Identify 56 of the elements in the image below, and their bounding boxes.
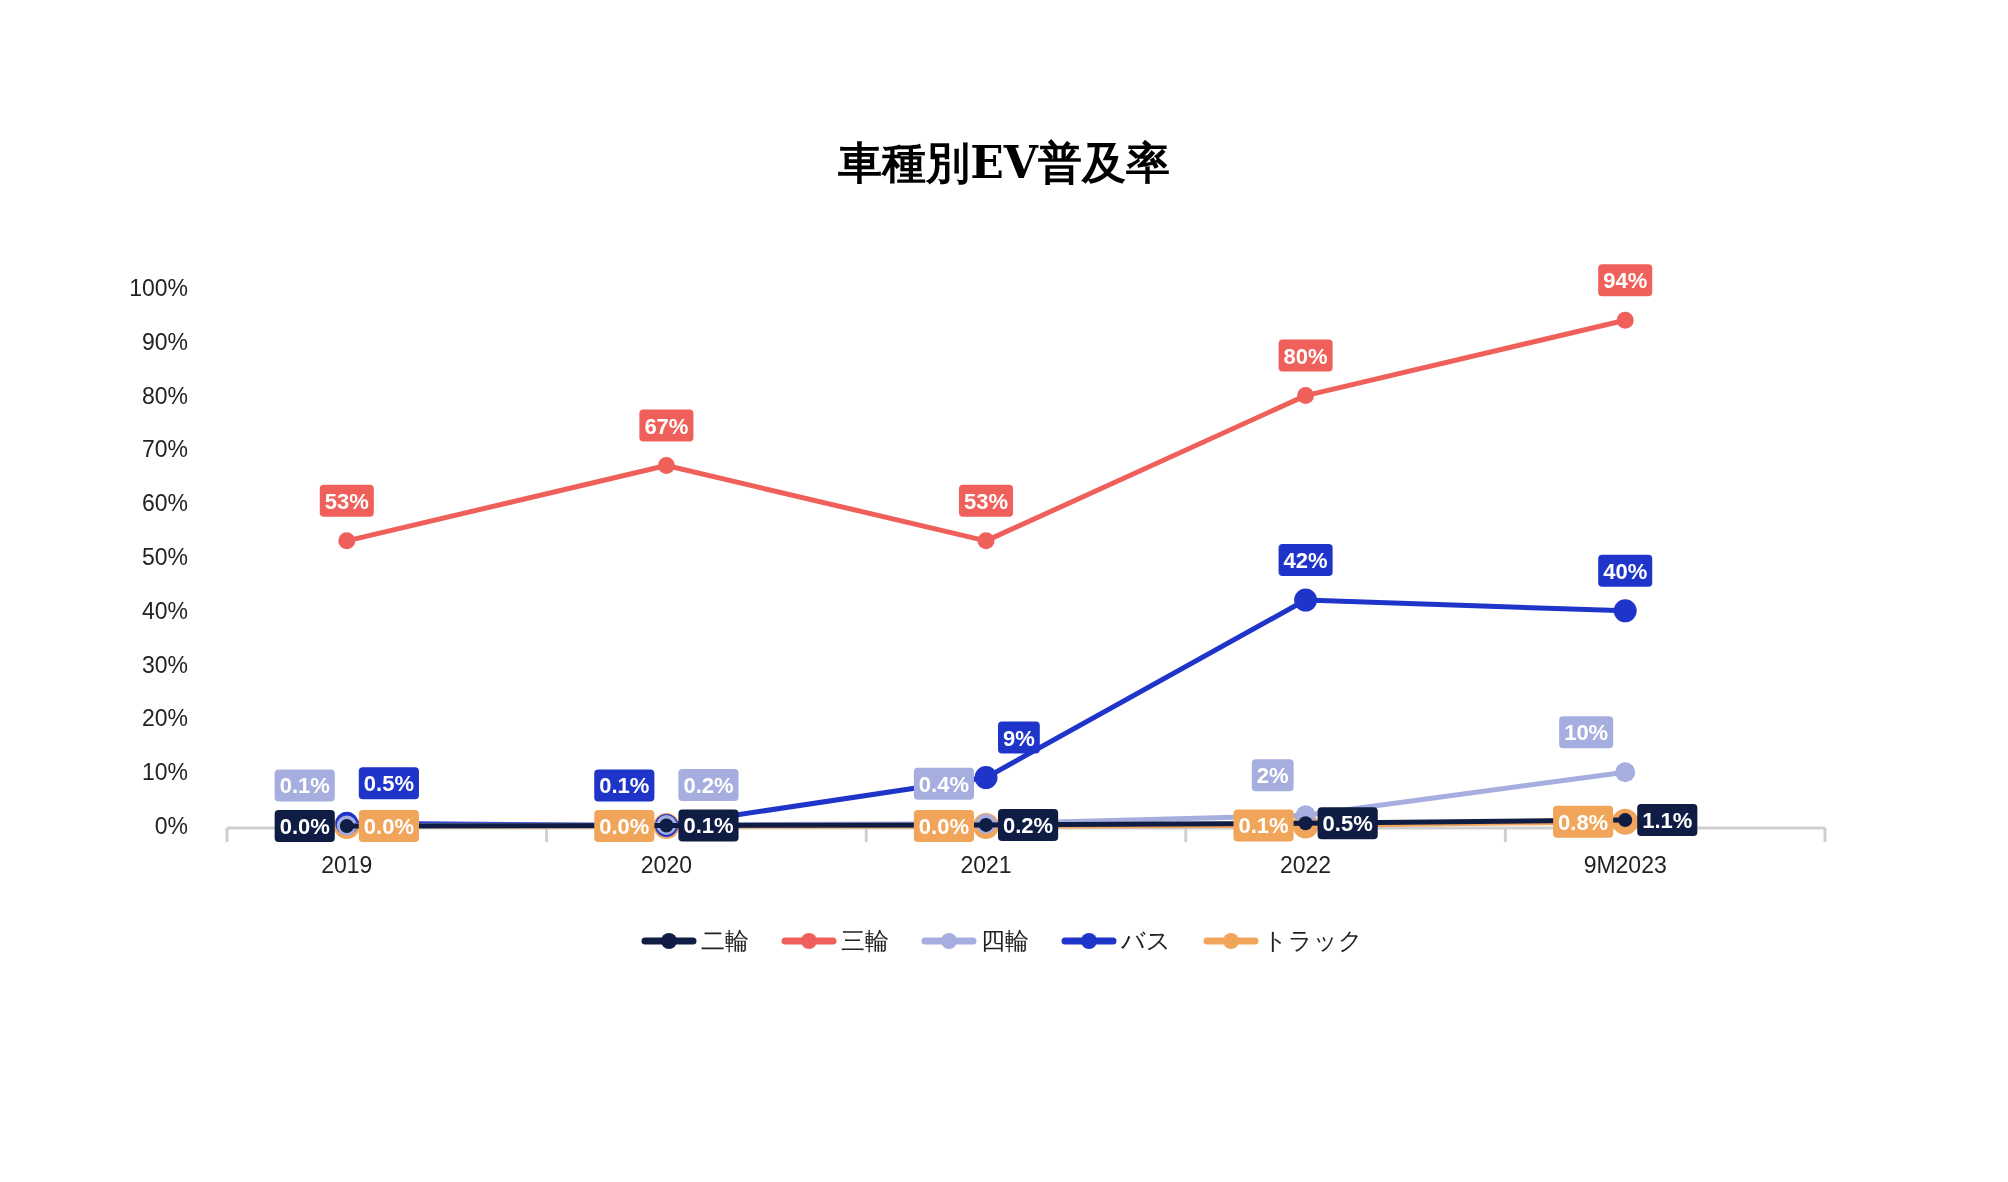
point	[1616, 311, 1634, 329]
data-label: 2%	[1256, 763, 1289, 789]
legend-label: 二輪	[701, 927, 749, 954]
x-tick-label: 2019	[321, 852, 373, 878]
point	[974, 766, 998, 790]
y-tick-label: 70%	[141, 436, 188, 463]
data-label: 10%	[1564, 720, 1609, 746]
y-tick-label: 20%	[141, 705, 188, 732]
data-label: 0.1%	[599, 773, 650, 799]
data-label: 0.4%	[918, 771, 969, 797]
y-tick-label: 50%	[141, 544, 188, 570]
data-label: 0.0%	[279, 814, 330, 839]
data-label: 67%	[644, 413, 689, 439]
legend-label: トラック	[1263, 927, 1363, 954]
data-label: 0.2%	[1003, 812, 1054, 838]
data-label: 0.8%	[1558, 809, 1609, 835]
point	[1297, 387, 1315, 405]
chart-title: 車種別EV普及率	[837, 137, 1170, 188]
y-tick-label: 30%	[141, 651, 188, 678]
data-label: 94%	[1603, 268, 1648, 294]
data-label: 0.2%	[683, 772, 734, 798]
point	[1615, 762, 1636, 783]
legend-label: バス	[1120, 927, 1171, 954]
data-label: 9%	[1003, 725, 1035, 751]
y-tick-label: 90%	[141, 328, 188, 355]
point	[1294, 588, 1318, 612]
x-tick-label: 2022	[1280, 852, 1332, 878]
data-label: 0.0%	[918, 814, 969, 839]
y-tick-label: 40%	[141, 597, 188, 624]
data-label: 53%	[324, 488, 369, 514]
x-tick-label: 2020	[640, 852, 692, 878]
y-tick-label: 80%	[141, 382, 188, 409]
legend-label: 三輪	[841, 927, 889, 954]
data-label: 0.0%	[599, 814, 650, 839]
legend-label: 四輪	[981, 927, 1029, 954]
y-tick-label: 100%	[129, 275, 188, 301]
data-label: 0.1%	[1238, 813, 1289, 839]
y-tick-label: 60%	[141, 490, 188, 517]
data-label: 0.5%	[363, 771, 414, 797]
data-label: 40%	[1603, 558, 1648, 584]
point	[977, 532, 995, 550]
data-label: 80%	[1283, 343, 1328, 369]
x-tick-label: 9M2023	[1583, 852, 1667, 878]
data-label: 0.1%	[279, 773, 330, 799]
data-label: 0.1%	[683, 813, 734, 839]
y-tick-label: 0%	[154, 813, 188, 839]
y-tick-label: 10%	[141, 759, 188, 786]
point	[657, 457, 675, 475]
data-label: 42%	[1283, 548, 1328, 574]
data-label: 1.1%	[1642, 808, 1693, 834]
data-label: 0.5%	[1322, 811, 1373, 837]
data-label: 0.0%	[363, 814, 414, 839]
point	[1613, 599, 1637, 623]
data-label: 53%	[963, 488, 1009, 514]
x-tick-label: 2021	[960, 852, 1012, 878]
point	[338, 532, 356, 550]
